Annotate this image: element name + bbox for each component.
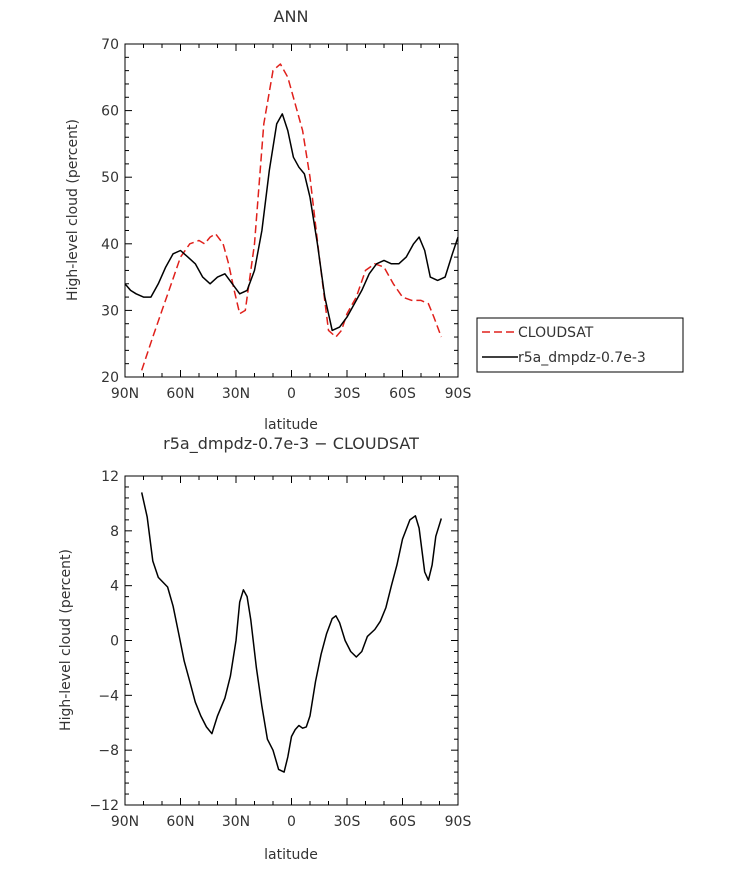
bottom-x-tick-label: 60N bbox=[166, 814, 194, 830]
legend-box bbox=[476, 317, 684, 373]
bottom-y-tick-label: 8 bbox=[110, 524, 119, 540]
bottom-x-tick-label: 0 bbox=[287, 814, 296, 830]
bottom-x-tick-label: 90N bbox=[111, 814, 139, 830]
top-y-tick-label: 60 bbox=[101, 104, 119, 120]
top-x-tick-label: 0 bbox=[287, 386, 296, 402]
bottom-x-tick-label: 90S bbox=[445, 814, 472, 830]
top-x-axis-label: latitude bbox=[264, 417, 318, 433]
bottom-y-tick-label: 0 bbox=[110, 634, 119, 650]
bottom-title: r5a_dmpdz-0.7e-3 − CLOUDSAT bbox=[163, 434, 419, 454]
top-x-tick-label: 30S bbox=[334, 386, 361, 402]
top-y-tick-label: 40 bbox=[101, 237, 119, 253]
top-x-tick-label: 60N bbox=[166, 386, 194, 402]
bottom-panel: r5a_dmpdz-0.7e-3 − CLOUDSAT 90N 60N 30N … bbox=[58, 434, 471, 863]
top-x-tick-labels: 90N 60N 30N 0 30S 60S 90S bbox=[111, 386, 472, 402]
bottom-y-tick-label: −8 bbox=[98, 743, 119, 759]
model-series-line bbox=[124, 113, 459, 332]
bottom-y-axis-label: High-level cloud (percent) bbox=[58, 549, 74, 731]
bottom-ticks bbox=[124, 475, 459, 806]
bottom-x-tick-labels: 90N 60N 30N 0 30S 60S 90S bbox=[111, 814, 472, 830]
legend-label-model: r5a_dmpdz-0.7e-3 bbox=[518, 350, 646, 366]
bottom-x-tick-label: 30S bbox=[334, 814, 361, 830]
top-y-tick-label: 20 bbox=[101, 370, 119, 386]
difference-series-line bbox=[140, 492, 443, 773]
top-y-axis-label: High-level cloud (percent) bbox=[65, 119, 81, 301]
bottom-y-tick-label: 12 bbox=[101, 469, 119, 485]
top-x-tick-label: 90S bbox=[445, 386, 472, 402]
top-x-tick-label: 60S bbox=[389, 386, 416, 402]
bottom-x-axis-label: latitude bbox=[264, 847, 318, 863]
top-y-tick-label: 30 bbox=[101, 303, 119, 319]
top-x-tick-label: 30N bbox=[222, 386, 250, 402]
top-y-tick-labels: 20 30 40 50 60 70 bbox=[101, 37, 119, 386]
top-y-tick-label: 50 bbox=[101, 170, 119, 186]
bottom-y-tick-label: −4 bbox=[98, 688, 119, 704]
bottom-y-tick-label: −12 bbox=[89, 798, 119, 814]
bottom-y-tick-labels: −12 −8 −4 0 4 8 12 bbox=[89, 469, 119, 814]
bottom-x-tick-label: 30N bbox=[222, 814, 250, 830]
top-panel: ANN 90N 60N 30N 0 30S 60S 90S 20 30 40 5… bbox=[65, 7, 684, 433]
top-ticks bbox=[124, 43, 459, 378]
cloudsat-series-line bbox=[140, 63, 443, 371]
legend: CLOUDSAT r5a_dmpdz-0.7e-3 bbox=[476, 317, 684, 373]
top-x-tick-label: 90N bbox=[111, 386, 139, 402]
top-title: ANN bbox=[274, 7, 309, 26]
legend-label-cloudsat: CLOUDSAT bbox=[518, 325, 594, 341]
top-y-tick-label: 70 bbox=[101, 37, 119, 53]
top-plot-frame bbox=[124, 43, 459, 378]
bottom-x-tick-label: 60S bbox=[389, 814, 416, 830]
bottom-y-tick-label: 4 bbox=[110, 579, 119, 595]
